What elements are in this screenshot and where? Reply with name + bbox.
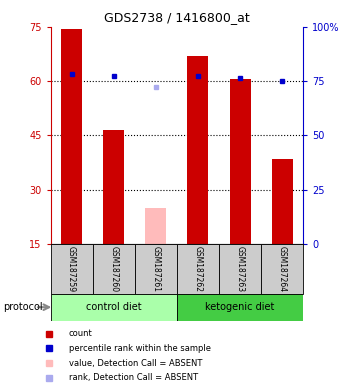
Bar	[93, 244, 135, 294]
Bar	[61, 29, 82, 244]
Bar	[177, 244, 219, 294]
Text: rank, Detection Call = ABSENT: rank, Detection Call = ABSENT	[69, 373, 198, 382]
Text: count: count	[69, 329, 92, 338]
Text: GSM187260: GSM187260	[109, 246, 118, 292]
Text: GSM187263: GSM187263	[236, 246, 244, 292]
Text: ketogenic diet: ketogenic diet	[205, 302, 275, 312]
Bar	[103, 130, 124, 244]
Bar	[261, 244, 303, 294]
Bar	[177, 294, 303, 321]
Text: GSM187259: GSM187259	[67, 246, 76, 292]
Bar	[187, 56, 208, 244]
Bar	[219, 244, 261, 294]
Text: control diet: control diet	[86, 302, 142, 312]
Text: GSM187261: GSM187261	[151, 246, 160, 292]
Title: GDS2738 / 1416800_at: GDS2738 / 1416800_at	[104, 11, 250, 24]
Text: GSM187262: GSM187262	[193, 246, 203, 292]
Text: protocol: protocol	[4, 302, 43, 312]
Text: percentile rank within the sample: percentile rank within the sample	[69, 344, 210, 353]
Bar	[51, 294, 177, 321]
Bar	[230, 79, 251, 244]
Bar	[145, 208, 166, 244]
Text: GSM187264: GSM187264	[278, 246, 287, 292]
Text: value, Detection Call = ABSENT: value, Detection Call = ABSENT	[69, 359, 202, 367]
Bar	[51, 244, 93, 294]
Bar	[135, 244, 177, 294]
Bar	[271, 159, 293, 244]
